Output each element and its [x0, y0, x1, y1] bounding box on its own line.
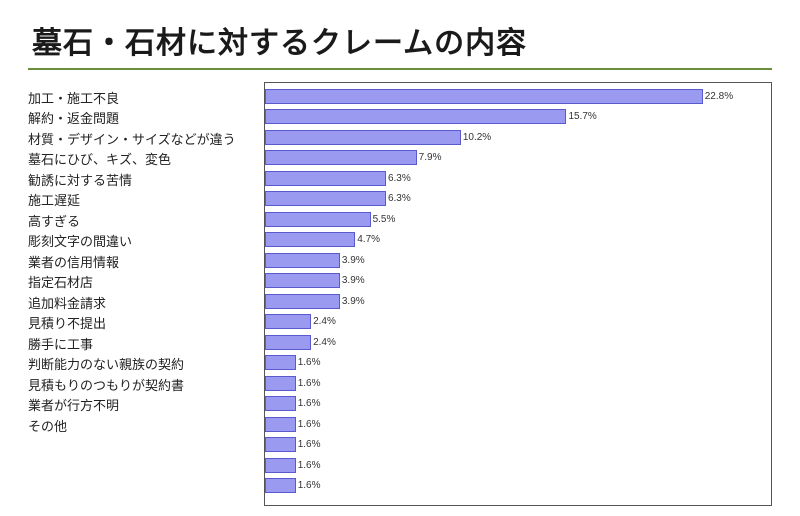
bar [265, 232, 355, 247]
bar-row: 2.4% [265, 314, 336, 329]
bar-row: 15.7% [265, 109, 597, 124]
bar-row: 6.3% [265, 191, 411, 206]
bar-value-label: 15.7% [568, 111, 596, 122]
bar-value-label: 6.3% [388, 173, 411, 184]
bar [265, 191, 386, 206]
title-block: 墓石・石材に対するクレームの内容 [28, 18, 772, 70]
bar-row: 2.4% [265, 335, 336, 350]
bar-value-label: 1.6% [298, 460, 321, 471]
bar-value-label: 4.7% [357, 234, 380, 245]
plot-area: 22.8% 15.7% 10.2% 7.9% 6.3% 6.3% 5.5% 4.7% 3.9% 3… [264, 82, 772, 506]
category-label: 加工・施工不良 [28, 88, 254, 109]
category-label: 見積もりのつもりが契約書 [28, 375, 254, 396]
bar-value-label: 2.4% [313, 337, 336, 348]
bar-value-label: 2.4% [313, 316, 336, 327]
bar-value-label: 1.6% [298, 439, 321, 450]
slide: 墓石・石材に対するクレームの内容 加工・施工不良解約・返金問題材質・デザイン・サ… [0, 0, 800, 516]
bar [265, 478, 296, 493]
bar [265, 130, 461, 145]
bar [265, 376, 296, 391]
bar-row: 1.6% [265, 437, 321, 452]
category-label: 指定石材店 [28, 273, 254, 294]
bar-row: 6.3% [265, 171, 411, 186]
bar [265, 109, 566, 124]
bar-value-label: 7.9% [419, 152, 442, 163]
bar-value-label: 1.6% [298, 357, 321, 368]
category-label [28, 457, 254, 478]
category-label: 追加料金請求 [28, 293, 254, 314]
bar-value-label: 22.8% [705, 91, 733, 102]
bar-row: 1.6% [265, 396, 321, 411]
bar-value-label: 10.2% [463, 132, 491, 143]
bar-row: 3.9% [265, 253, 365, 268]
category-label: 見積り不提出 [28, 314, 254, 335]
bar-row: 1.6% [265, 417, 321, 432]
category-label: 判断能力のない親族の契約 [28, 355, 254, 376]
bar-row: 7.9% [265, 150, 441, 165]
chart-body: 加工・施工不良解約・返金問題材質・デザイン・サイズなどが違う墓石にひび、キズ、変… [28, 82, 772, 506]
bar [265, 458, 296, 473]
category-label [28, 437, 254, 458]
title-underline [28, 68, 772, 70]
category-label: 施工遅延 [28, 191, 254, 212]
bar-value-label: 1.6% [298, 419, 321, 430]
bar-row: 3.9% [265, 273, 365, 288]
bar [265, 335, 311, 350]
bar [265, 437, 296, 452]
bar-value-label: 1.6% [298, 398, 321, 409]
category-label: 解約・返金問題 [28, 109, 254, 130]
category-label: 高すぎる [28, 211, 254, 232]
bar [265, 212, 371, 227]
bar-value-label: 1.6% [298, 480, 321, 491]
page-title: 墓石・石材に対するクレームの内容 [28, 18, 772, 68]
category-label: 業者が行方不明 [28, 396, 254, 417]
bar-value-label: 3.9% [342, 296, 365, 307]
category-label: 彫刻文字の間違い [28, 232, 254, 253]
bar-row: 5.5% [265, 212, 395, 227]
bar-value-label: 6.3% [388, 193, 411, 204]
category-labels: 加工・施工不良解約・返金問題材質・デザイン・サイズなどが違う墓石にひび、キズ、変… [28, 82, 254, 506]
bar-value-label: 3.9% [342, 275, 365, 286]
bar-row: 1.6% [265, 376, 321, 391]
bar-row: 3.9% [265, 294, 365, 309]
bar [265, 273, 340, 288]
bar [265, 314, 311, 329]
bar [265, 396, 296, 411]
category-label: 材質・デザイン・サイズなどが違う [28, 129, 254, 150]
bar-value-label: 5.5% [373, 214, 396, 225]
bar-row: 22.8% [265, 89, 733, 104]
bar-row: 10.2% [265, 130, 491, 145]
category-label [28, 478, 254, 499]
bar [265, 89, 703, 104]
bar [265, 417, 296, 432]
category-label: 業者の信用情報 [28, 252, 254, 273]
bar [265, 150, 417, 165]
category-label: 勧誘に対する苦情 [28, 170, 254, 191]
bar-value-label: 1.6% [298, 378, 321, 389]
bar [265, 253, 340, 268]
bar-row: 4.7% [265, 232, 380, 247]
bar-row: 1.6% [265, 458, 321, 473]
bar [265, 171, 386, 186]
bar-value-label: 3.9% [342, 255, 365, 266]
category-label: その他 [28, 416, 254, 437]
bar-row: 1.6% [265, 478, 321, 493]
category-label: 墓石にひび、キズ、変色 [28, 150, 254, 171]
bar-row: 1.6% [265, 355, 321, 370]
bar [265, 355, 296, 370]
bar [265, 294, 340, 309]
category-label: 勝手に工事 [28, 334, 254, 355]
chart-column: 22.8% 15.7% 10.2% 7.9% 6.3% 6.3% 5.5% 4.7% 3.9% 3… [264, 82, 772, 506]
